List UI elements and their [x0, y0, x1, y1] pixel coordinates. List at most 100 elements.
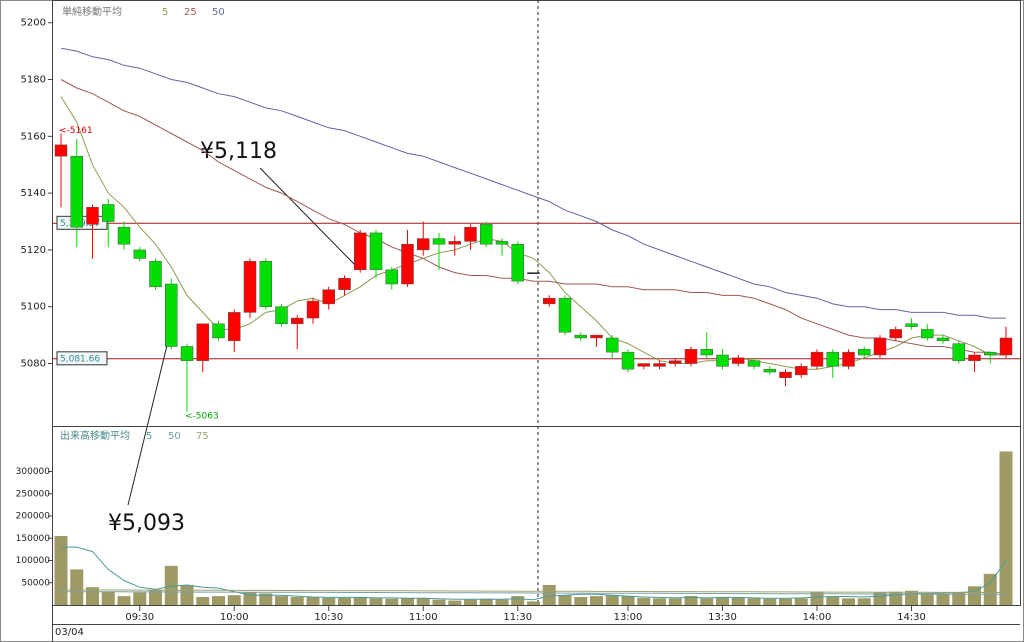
price-line-label: 5,081.66: [60, 354, 100, 364]
volume-bar: [842, 598, 855, 605]
candle-body: [54, 144, 68, 157]
date-label: 03/04: [55, 627, 84, 638]
candle-body: [763, 368, 776, 373]
x-tick-label: 09:30: [125, 612, 154, 623]
volume-bar: [511, 596, 525, 605]
candle-body: [590, 334, 603, 339]
candle-body: [322, 289, 335, 305]
x-tick-label: 14:00: [803, 612, 832, 623]
volume-bar: [212, 596, 225, 605]
candle-body: [653, 363, 666, 367]
candle-body: [684, 349, 698, 364]
volume-bar: [668, 598, 682, 605]
candle-body: [306, 300, 320, 319]
x-tick-label: 11:00: [409, 612, 438, 623]
candle-body: [259, 261, 272, 307]
y-tick-label: 100000: [16, 556, 51, 566]
candle-body: [795, 366, 808, 376]
candle-body: [543, 297, 556, 305]
volume-bar: [810, 591, 824, 605]
candle-body: [354, 232, 367, 271]
volume-bar: [574, 596, 588, 605]
x-tick-label: 14:30: [897, 612, 926, 623]
y-tick-label: 5120: [21, 245, 46, 256]
volume-bar: [763, 598, 777, 605]
annotation: ¥5,118: [200, 139, 277, 164]
volume-bar: [180, 584, 194, 605]
legend-entry: 5: [162, 7, 168, 18]
volume-bar: [747, 598, 761, 605]
y-tick-label: 5080: [21, 359, 46, 370]
candle-body: [700, 349, 713, 356]
annotation-line: [127, 324, 173, 506]
volume-bar: [684, 596, 698, 605]
candle-body: [70, 155, 83, 228]
ma-line: [60, 79, 1007, 356]
candle-body: [968, 354, 981, 361]
volume-bar: [164, 565, 178, 605]
volume-bar: [70, 569, 84, 605]
volume-bar: [306, 596, 320, 605]
y-tick-label: 50000: [21, 578, 50, 588]
volume-bar: [936, 593, 950, 605]
legend-title: 出来高移動平均: [60, 429, 130, 442]
candle-body: [858, 349, 871, 356]
candle-body: [905, 323, 918, 327]
volume-bar: [605, 595, 619, 605]
candle-body: [747, 360, 761, 367]
volume-bar: [54, 536, 68, 605]
low-label: <-5063: [185, 411, 219, 421]
candle-body: [810, 351, 824, 367]
ma-line: [60, 591, 1006, 595]
volume-bar: [196, 596, 210, 605]
candle-body: [527, 272, 540, 274]
candle-body: [873, 337, 887, 356]
volume-bar: [716, 596, 729, 605]
volume-bar: [621, 596, 635, 605]
volume-bar: [794, 598, 808, 605]
y-tick-label: 5200: [21, 18, 46, 29]
candle-body: [842, 351, 855, 367]
volume-bar: [322, 597, 336, 605]
volume-bar: [495, 599, 509, 605]
volume-bar: [259, 593, 273, 605]
volume-bar: [590, 596, 603, 605]
candle-body: [826, 351, 839, 367]
legend-entry: 50: [168, 431, 181, 442]
volume-panel: [52, 426, 1021, 606]
candle-body: [102, 204, 115, 222]
candle-body: [669, 360, 682, 364]
candle-body: [149, 261, 162, 288]
candle-body: [464, 226, 477, 242]
candle-body: [574, 334, 587, 339]
y-tick-label: 5180: [21, 75, 46, 86]
y-tick-label: 5140: [21, 188, 46, 199]
volume-bar: [905, 590, 918, 605]
legend-entry: 50: [212, 7, 225, 18]
volume-bar: [369, 598, 383, 605]
legend-entry: 5: [146, 431, 152, 442]
volume-bar: [999, 451, 1013, 605]
x-tick-label: 11:30: [503, 612, 532, 623]
volume-bar: [731, 597, 745, 605]
candle-body: [275, 306, 288, 325]
ma-line: [60, 47, 1006, 319]
volume-bar: [558, 595, 572, 605]
legend-title: 単純移動平均: [62, 5, 122, 18]
candle-body: [480, 224, 493, 245]
volume-bar: [448, 600, 462, 605]
volume-bar: [952, 592, 966, 605]
candle-body: [889, 329, 902, 339]
candle-body: [165, 283, 178, 347]
volume-bar: [133, 592, 147, 605]
candle-body: [180, 346, 194, 361]
ma-line: [61, 589, 1006, 593]
candle-body: [984, 351, 997, 356]
volume-bar: [983, 573, 997, 605]
y-tick-label: 5160: [21, 131, 46, 142]
y-tick-label: 5100: [21, 302, 46, 313]
candle-body: [716, 354, 729, 367]
candle-body: [511, 243, 524, 282]
